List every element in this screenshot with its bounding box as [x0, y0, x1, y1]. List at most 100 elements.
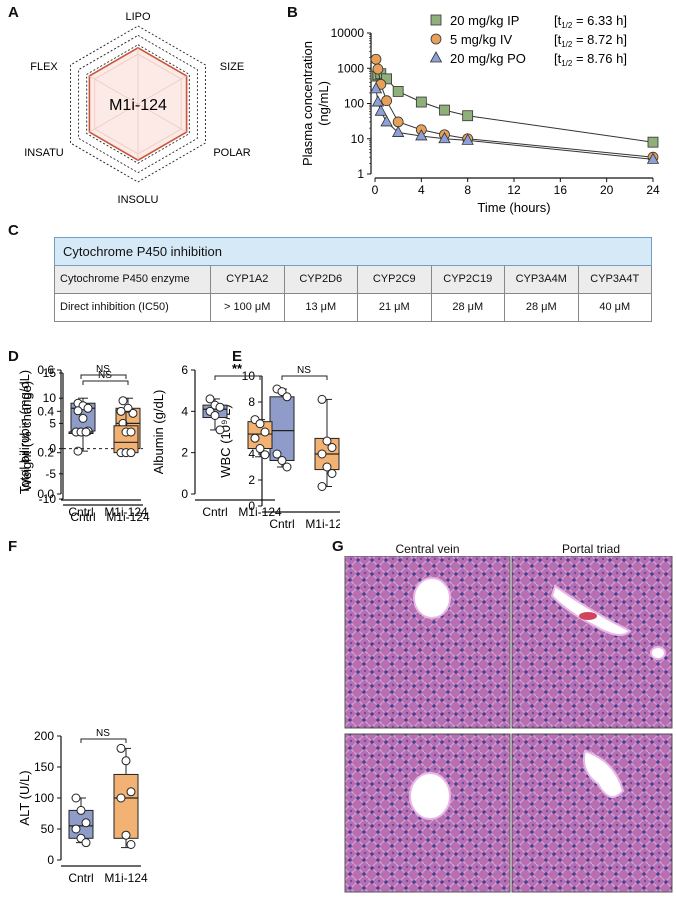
pk-legend-marker	[430, 33, 442, 45]
pk-data-point	[369, 82, 383, 94]
pk-data-point	[391, 125, 405, 137]
wbc-data-point	[322, 462, 332, 472]
pk-data-point	[647, 136, 659, 148]
wbc-y-label: WBC (10⁹/L)	[218, 404, 233, 477]
cyp-header-cell: CYP2C19	[430, 266, 505, 293]
alt-data-point	[116, 793, 126, 803]
pk-legend-label: 20 mg/kg PO	[450, 51, 526, 66]
alb-group-label: Cntrl	[202, 505, 227, 519]
weight-data-point	[73, 446, 83, 456]
cyp-value-cell: 40 μM	[577, 294, 652, 321]
radar-ring-2	[86, 44, 190, 164]
cyp-value-cell: Direct inhibition (IC50)	[60, 301, 169, 313]
bili-y-tick-label: 0.2	[37, 446, 54, 460]
pk-y-tick-label: 10	[351, 132, 365, 146]
alb-y-tick-label: 4	[181, 404, 188, 418]
radar-spoke	[137, 103, 187, 133]
cyp-header-cell: Cytochrome P450 enzyme	[60, 273, 190, 285]
alb-y-tick-label: 0	[181, 487, 188, 501]
pk-legend-halflife: [t1/2 = 6.33 h]	[554, 13, 627, 30]
histo-col-portal-triad: Portal triad	[561, 542, 621, 556]
pk-x-tick-label: 20	[600, 183, 614, 197]
weight-data-point	[78, 413, 88, 423]
alb-y-tick-label: 2	[181, 446, 188, 460]
alt-data-point	[126, 840, 136, 849]
cyp-value-cell: 21 μM	[357, 294, 431, 321]
cyp-value-cell: > 100 μM	[210, 294, 284, 321]
pk-x-tick-label: 16	[554, 183, 568, 197]
histo-central-vein-control	[413, 577, 451, 619]
weight-data-point	[128, 408, 138, 418]
radar-axis-label: INSOLU	[118, 194, 159, 206]
weight-y-tick-label: 5	[49, 416, 56, 430]
wbc-data-point	[317, 482, 327, 491]
weight-data-point	[118, 396, 128, 406]
histo-central-vein-treated	[409, 772, 451, 820]
alt-group-label: Cntrl	[68, 871, 93, 885]
weight-group-label: Cntrl	[70, 510, 95, 524]
radar-ring-1	[78, 34, 198, 174]
panel-letter-a: A	[8, 4, 19, 21]
alb-data-point	[215, 425, 225, 435]
alb-data-point	[260, 427, 270, 437]
pk-legend-label: 5 mg/kg IV	[450, 32, 512, 47]
alb-group-label: M1i-124	[238, 505, 282, 519]
wbc-data-point	[277, 456, 287, 465]
radar-axis-label: SIZE	[220, 61, 244, 73]
alb-y-label: Albumin (g/dL)	[151, 390, 166, 475]
pk-data-point	[415, 129, 428, 141]
bili-y-tick-label: 0.0	[37, 487, 54, 501]
pk-data-point	[380, 115, 393, 127]
wbc-data-point	[327, 469, 337, 478]
cyp-header-cell: CYP2C9	[357, 266, 431, 293]
alt-y-tick-label: 150	[34, 760, 54, 774]
wbc-sig-bracket	[281, 375, 328, 380]
cyp-value-cell: 13 μM	[283, 294, 358, 321]
alt-data-point	[76, 805, 86, 815]
alt-data-point	[81, 838, 91, 848]
bili-y-label: Total bilirubin (mg/dL)	[17, 370, 32, 494]
panel-letter-b: B	[287, 4, 298, 21]
pk-data-point	[462, 110, 474, 122]
pk-x-tick-label: 4	[418, 183, 425, 197]
bili-y-tick-label: 0.4	[37, 404, 54, 418]
pk-y-label-unit: (ng/mL)	[316, 81, 331, 126]
histo-tile	[511, 556, 673, 729]
weight-y-tick-label: 0	[49, 442, 56, 456]
histo-blood	[579, 612, 597, 620]
wbc-box	[269, 396, 295, 461]
pk-data-point	[381, 73, 392, 85]
pk-data-point	[439, 104, 450, 116]
wbc-y-tick-label: 4	[248, 447, 255, 461]
pk-y-tick-label: 100	[344, 97, 364, 111]
wbc-data-point	[317, 449, 327, 459]
panel-letter-d: D	[8, 348, 19, 365]
pk-x-tick-label: 0	[372, 183, 379, 197]
bili-data-point	[81, 427, 91, 437]
alb-data-point	[250, 433, 260, 443]
pk-data-point	[370, 53, 382, 65]
pk-legend-halflife: [t1/2 = 8.72 h]	[554, 32, 627, 49]
radar-spoke	[89, 75, 139, 105]
alt-y-tick-label: 50	[41, 822, 55, 836]
alt-sig-bracket	[80, 738, 127, 743]
radar-center-label: M1i-124	[109, 97, 167, 114]
histology-grid: ControlM1i-124	[344, 556, 673, 893]
radar-axis-label: LIPO	[125, 11, 151, 23]
bili-data-point	[126, 427, 136, 437]
radar-spoke	[89, 103, 139, 133]
weight-y-tick-label: -5	[45, 467, 56, 481]
pk-legend-halflife: [t1/2 = 8.76 h]	[554, 51, 627, 68]
pk-legend-label: 20 mg/kg IP	[450, 13, 519, 28]
weight-sig-bracket	[82, 380, 129, 385]
pk-data-point	[646, 152, 660, 164]
alt-group-label: M1i-124	[104, 871, 148, 885]
wbc-y-tick-label: 2	[248, 473, 255, 487]
wbc-data-point	[317, 394, 327, 404]
bili-data-point	[116, 406, 126, 416]
alt-data-point	[121, 756, 131, 766]
wbc-data-point	[322, 436, 332, 446]
pk-y-label: Plasma concentration	[300, 41, 315, 166]
radar-ring-0	[70, 25, 206, 183]
